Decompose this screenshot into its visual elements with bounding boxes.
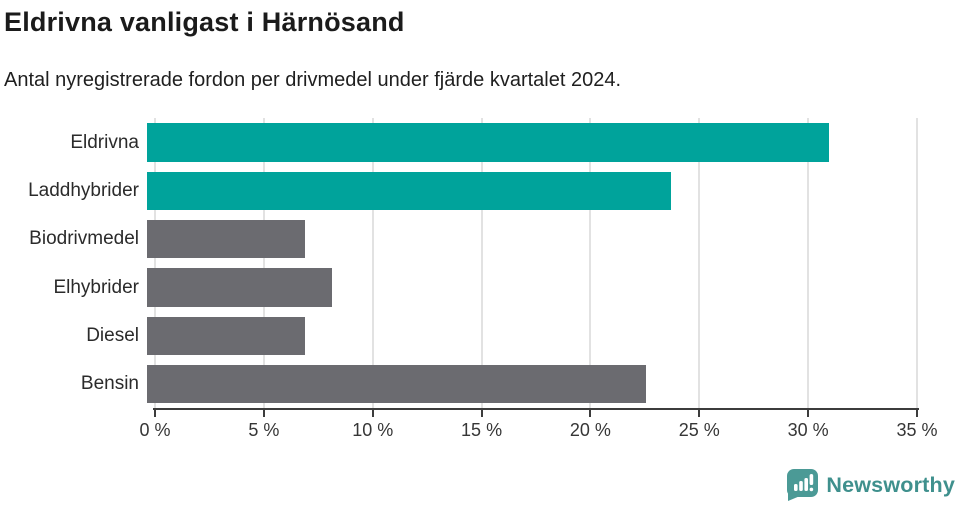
x-axis-tick-label: 35 % [896,420,938,441]
chart-subtitle: Antal nyregistrerade fordon per drivmede… [4,69,622,92]
x-axis: 0 % 5 % 10 % 15 % 20 % 25 % 30 % 35 % [139,408,938,454]
x-axis-tick-label: 30 % [787,420,829,441]
bar-diesel [147,316,306,356]
bar-row: Eldrivna [0,118,960,166]
bar-track [147,316,917,356]
bar-elhybrider [147,268,332,307]
category-label: Diesel [86,324,139,346]
bar-laddhybrider [147,171,671,211]
category-label: Laddhybrider [28,179,139,201]
x-axis-tick-label: 20 % [569,420,611,441]
category-label: Elhybrider [53,276,139,298]
bar-track [147,123,917,162]
x-axis-tick-label: 25 % [678,420,720,441]
bar-row: Bensin [0,360,960,408]
chart-title: Eldrivna vanligast i Härnösand [4,7,405,37]
category-label: Bensin [80,373,139,395]
newsworthy-logo-icon [787,469,819,501]
x-axis-tick [916,410,918,418]
x-axis-tick-label: 0 % [139,420,171,441]
x-axis-tick [262,410,265,418]
newsworthy-logo-text: Newsworthy [826,472,955,497]
bar-track [147,364,917,404]
bar-row: Laddhybrider [0,167,960,215]
bar-bensin [147,364,647,404]
bar-rows: Eldrivna Laddhybrider Biodrivmedel Elhybrid… [0,118,960,408]
bar-biodrivmedel [147,219,306,259]
newsworthy-logo: Newsworthy [784,468,955,502]
x-axis-tick [371,410,374,418]
x-axis-tick-label: 10 % [352,420,394,441]
x-axis-tick [480,410,483,418]
bar-row: Diesel [0,312,960,360]
bar-track [147,219,917,259]
bar-track [147,268,917,307]
x-axis-tick [807,410,810,418]
x-axis-tick [589,410,592,418]
bar-chart: Eldrivna Laddhybrider Biodrivmedel Elhybrid… [0,118,960,454]
category-label: Eldrivna [70,131,139,153]
x-axis-line [153,408,919,411]
category-label: Biodrivmedel [29,228,139,250]
x-axis-tick [698,410,701,418]
bar-row: Biodrivmedel [0,215,960,263]
bar-track [147,171,917,211]
chart-header: Eldrivna vanligast i Härnösand Antal nyr… [0,0,960,92]
bar-row: Elhybrider [0,263,960,311]
bar-eldrivna [147,123,829,162]
x-axis-tick [154,410,156,418]
x-axis-tick-label: 5 % [248,420,280,441]
x-axis-tick-label: 15 % [461,420,503,441]
